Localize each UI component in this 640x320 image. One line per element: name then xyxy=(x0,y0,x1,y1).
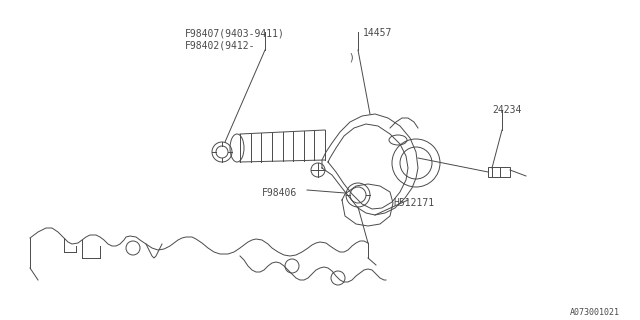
Text: 14457: 14457 xyxy=(363,28,392,38)
Text: F98407(9403-9411): F98407(9403-9411) xyxy=(185,28,285,38)
Text: H512171: H512171 xyxy=(393,198,434,208)
Text: A073001021: A073001021 xyxy=(570,308,620,317)
Text: F98406: F98406 xyxy=(262,188,297,198)
Text: ): ) xyxy=(348,52,354,62)
Text: 24234: 24234 xyxy=(492,105,522,115)
Text: F98402(9412-: F98402(9412- xyxy=(185,40,255,50)
